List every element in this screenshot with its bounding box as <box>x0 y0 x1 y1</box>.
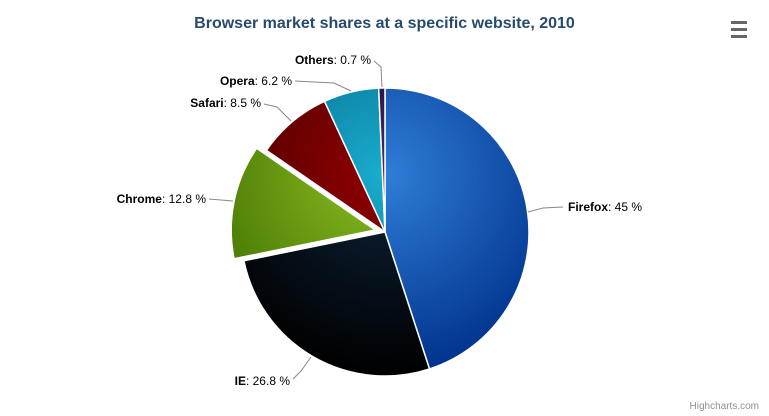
pie-slice-firefox[interactable] <box>384 87 530 370</box>
data-label-connector-chrome <box>208 198 234 202</box>
data-label-opera: Opera: 6.2 % <box>219 74 292 88</box>
data-label-safari: Safari: 8.5 % <box>190 96 261 110</box>
data-label-connector-firefox <box>527 206 564 213</box>
hamburger-menu-icon <box>731 21 747 38</box>
data-label-connector-opera <box>294 80 352 92</box>
highcharts-credit-link[interactable]: Highcharts.com <box>689 401 759 412</box>
chart-title: Browser market shares at a specific webs… <box>194 15 575 32</box>
pie-slice-ie[interactable] <box>243 231 431 377</box>
data-label-firefox: Firefox: 45 % <box>568 200 643 214</box>
data-label-ie: IE: 26.8 % <box>234 374 290 388</box>
data-label-connector-others <box>373 60 383 88</box>
data-label-others: Others: 0.7 % <box>294 53 371 67</box>
pie-slice-chrome[interactable] <box>230 147 376 260</box>
context-menu-button[interactable] <box>726 17 752 41</box>
pie-slice-others[interactable] <box>377 87 386 233</box>
data-label-chrome: Chrome: 12.8 % <box>116 192 206 206</box>
data-label-connector-ie <box>292 356 312 380</box>
data-label-connector-safari <box>263 103 292 122</box>
